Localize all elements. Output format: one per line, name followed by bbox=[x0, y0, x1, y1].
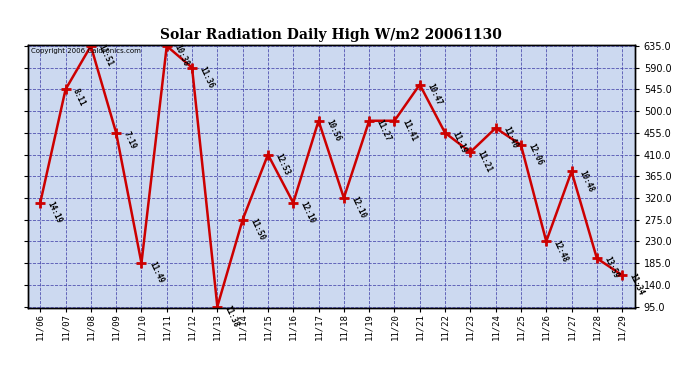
Text: 11:36: 11:36 bbox=[197, 65, 215, 90]
Text: 11:41: 11:41 bbox=[400, 118, 418, 143]
Text: 10:56: 10:56 bbox=[324, 118, 342, 143]
Title: Solar Radiation Daily High W/m2 20061130: Solar Radiation Daily High W/m2 20061130 bbox=[160, 28, 502, 42]
Text: 12:06: 12:06 bbox=[526, 142, 544, 167]
Text: 12:53: 12:53 bbox=[273, 152, 291, 177]
Text: 8:11: 8:11 bbox=[71, 87, 87, 107]
Text: 10:38: 10:38 bbox=[172, 43, 190, 68]
Text: 11:50: 11:50 bbox=[248, 217, 266, 242]
Text: 11:40: 11:40 bbox=[501, 125, 519, 150]
Text: Copyright 2006 Caldronics.com: Copyright 2006 Caldronics.com bbox=[30, 48, 141, 54]
Text: 12:10: 12:10 bbox=[349, 195, 367, 220]
Text: 10:47: 10:47 bbox=[425, 82, 443, 106]
Text: 11:19: 11:19 bbox=[451, 130, 469, 155]
Text: 10:48: 10:48 bbox=[577, 169, 595, 194]
Text: 7:19: 7:19 bbox=[121, 130, 138, 151]
Text: 14:19: 14:19 bbox=[46, 200, 63, 225]
Text: 11:38: 11:38 bbox=[223, 304, 241, 328]
Text: 13:59: 13:59 bbox=[602, 255, 620, 280]
Text: 12:10: 12:10 bbox=[299, 200, 317, 225]
Text: 11:27: 11:27 bbox=[375, 118, 393, 143]
Text: 12:48: 12:48 bbox=[552, 238, 570, 263]
Text: 11:51: 11:51 bbox=[97, 43, 115, 68]
Text: 11:21: 11:21 bbox=[476, 149, 494, 174]
Text: 11:34: 11:34 bbox=[628, 272, 646, 297]
Text: 11:49: 11:49 bbox=[147, 260, 165, 285]
